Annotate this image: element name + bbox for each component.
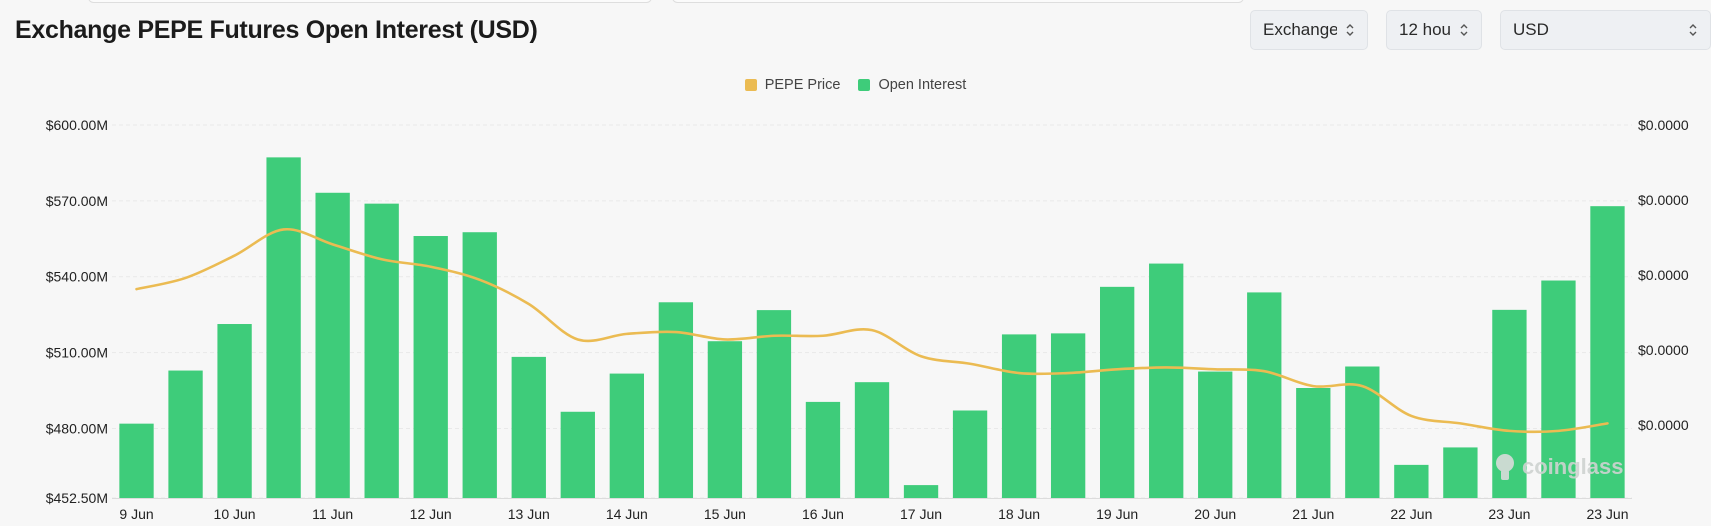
open-interest-bar xyxy=(903,485,939,498)
interval-select[interactable]: 12 hour xyxy=(1386,10,1482,50)
open-interest-bar xyxy=(413,236,448,499)
open-interest-bar xyxy=(266,157,301,498)
open-interest-bar xyxy=(168,370,203,498)
x-tick-label: 13 Jun xyxy=(508,506,550,522)
open-interest-bars xyxy=(119,157,1625,499)
open-interest-bar xyxy=(1345,366,1380,498)
y-left-tick-label: $452.50M xyxy=(46,490,108,506)
open-interest-bar xyxy=(609,373,644,498)
page-title: Exchange PEPE Futures Open Interest (USD… xyxy=(15,16,538,44)
coinglass-watermark: coinglass xyxy=(1492,452,1623,482)
legend-label-price: PEPE Price xyxy=(764,77,841,93)
currency-select-label: USD xyxy=(1513,20,1549,39)
open-interest-bar xyxy=(854,382,890,498)
open-interest-bar xyxy=(1100,286,1135,498)
y-left-tick-label: $510.00M xyxy=(46,345,108,361)
y-right-tick-label: $0.0000 xyxy=(1638,342,1689,358)
y-left-tick-label: $600.00M xyxy=(46,117,108,133)
open-interest-bar xyxy=(1394,464,1429,498)
x-tick-label: 23 Jun xyxy=(1586,506,1628,522)
open-interest-bar xyxy=(658,302,694,498)
axis-labels: $600.00M $570.00M $540.00M $510.00M $480.00M… xyxy=(46,117,1689,522)
chevron-updown-icon xyxy=(1689,24,1697,36)
x-tick-label: 19 Jun xyxy=(1096,506,1138,522)
open-interest-bar xyxy=(511,356,546,498)
x-tick-label: 22 Jun xyxy=(1390,506,1432,522)
legend-swatch-price xyxy=(744,79,757,91)
open-interest-bar xyxy=(1296,387,1331,498)
open-interest-bar xyxy=(756,310,792,498)
y-left-tick-label: $570.00M xyxy=(46,193,108,209)
open-interest-bar xyxy=(1050,333,1086,498)
x-tick-label: 15 Jun xyxy=(704,506,746,522)
x-tick-label: 18 Jun xyxy=(998,506,1040,522)
open-interest-bar xyxy=(364,203,399,498)
x-tick-label: 11 Jun xyxy=(312,506,353,522)
x-tick-label: 16 Jun xyxy=(802,506,844,522)
x-tick-label: 12 Jun xyxy=(410,506,452,522)
y-right-tick-label: $0.0000 xyxy=(1638,267,1689,283)
watermark-text: coinglass xyxy=(1522,454,1624,479)
open-interest-bar xyxy=(1198,371,1233,498)
open-interest-bar xyxy=(805,401,841,498)
open-interest-bar xyxy=(1149,263,1184,498)
chevron-updown-icon xyxy=(1346,24,1354,36)
x-tick-label: 10 Jun xyxy=(214,506,256,522)
x-tick-label: 14 Jun xyxy=(606,506,648,522)
legend-item-open-interest[interactable]: Open Interest xyxy=(858,77,966,93)
chart-legend: PEPE Price Open Interest xyxy=(0,77,1711,93)
open-interest-bar xyxy=(952,410,988,498)
open-interest-bar xyxy=(1541,280,1576,498)
exchanges-select[interactable]: Exchanges xyxy=(1250,10,1368,50)
exchanges-select-label: Exchanges xyxy=(1263,20,1337,39)
open-interest-bar xyxy=(462,232,497,499)
legend-swatch-open-interest xyxy=(858,79,871,91)
currency-select[interactable]: USD xyxy=(1500,10,1711,50)
open-interest-bar xyxy=(560,411,595,498)
x-tick-label: 9 Jun xyxy=(119,506,153,522)
open-interest-bar xyxy=(707,341,743,498)
y-left-tick-label: $480.00M xyxy=(46,420,108,436)
legend-item-price[interactable]: PEPE Price xyxy=(744,77,841,93)
open-interest-bar xyxy=(217,324,252,498)
open-interest-bar xyxy=(119,423,154,498)
price-line-layer xyxy=(135,228,1609,434)
x-tick-label: 21 Jun xyxy=(1292,506,1334,522)
open-interest-bar xyxy=(1443,447,1478,498)
x-tick-label: 23 Jun xyxy=(1488,506,1530,522)
y-right-tick-label: $0.0000 xyxy=(1638,417,1689,433)
open-interest-bar xyxy=(1590,206,1625,498)
y-right-tick-label: $0.0000 xyxy=(1638,117,1689,133)
y-left-tick-label: $540.00M xyxy=(46,269,108,285)
x-tick-label: 20 Jun xyxy=(1194,506,1236,522)
y-right-tick-label: $0.0000 xyxy=(1638,192,1689,208)
chevron-updown-icon xyxy=(1460,24,1468,36)
open-interest-bar xyxy=(1247,292,1282,498)
x-tick-label: 17 Jun xyxy=(900,506,942,522)
coinglass-logo-icon xyxy=(1496,454,1514,480)
open-interest-bar xyxy=(1001,334,1037,498)
legend-label-open-interest: Open Interest xyxy=(878,77,967,93)
interval-select-label: 12 hour xyxy=(1399,20,1451,39)
